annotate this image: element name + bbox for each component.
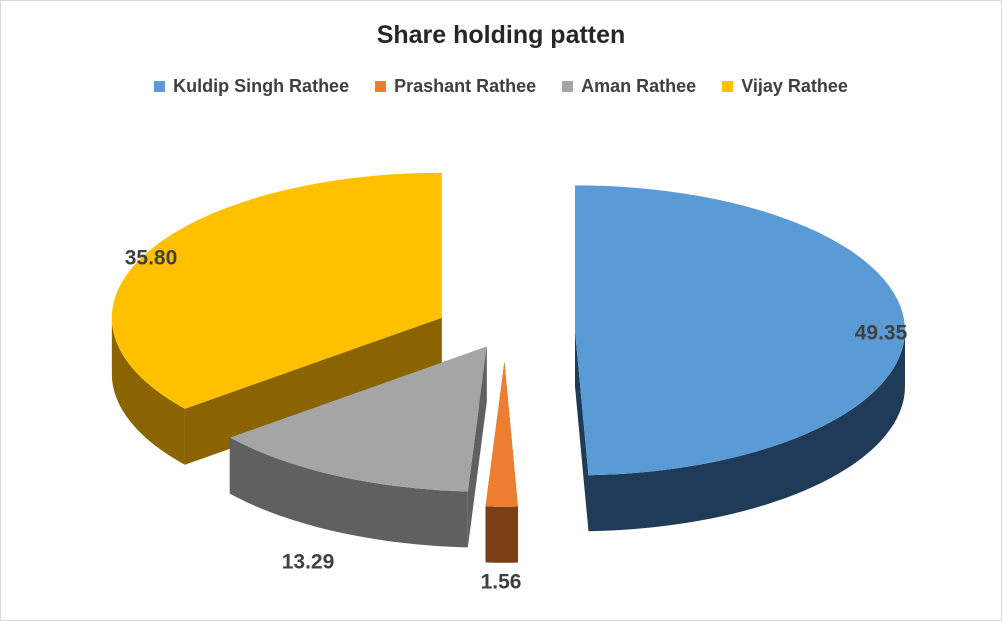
legend-label-prashant: Prashant Rathee <box>394 76 537 96</box>
legend: Kuldip Singh Rathee Prashant Rathee Aman… <box>1 76 1001 97</box>
legend-swatch-vijay <box>722 81 734 92</box>
slice-wall-end-kuldip-singh-rathee <box>574 330 589 532</box>
data-label-prashant-rathee: 1.56 <box>481 571 522 594</box>
legend-item-kuldip: Kuldip Singh Rathee <box>154 76 349 97</box>
data-label-aman-rathee: 13.29 <box>282 551 335 574</box>
legend-label-aman: Aman Rathee <box>581 76 697 96</box>
slice-vijay-rathee <box>111 172 442 465</box>
legend-item-prashant: Prashant Rathee <box>375 76 536 97</box>
slice-rim-vijay-rathee <box>111 317 185 465</box>
slice-top-vijay-rathee <box>111 172 442 409</box>
data-label-vijay-rathee: 35.80 <box>125 247 178 270</box>
slice-rim-prashant-rathee <box>485 506 518 563</box>
slice-top-aman-rathee <box>229 346 487 492</box>
legend-swatch-aman <box>562 81 574 92</box>
slice-top-kuldip-singh-rathee <box>574 185 905 476</box>
slice-prashant-rathee <box>485 361 518 563</box>
data-label-kuldip-singh-rathee: 49.35 <box>855 322 908 345</box>
chart-title: Share holding patten <box>376 21 626 49</box>
legend-item-vijay: Vijay Rathee <box>722 76 848 97</box>
legend-label-kuldip: Kuldip Singh Rathee <box>173 76 350 96</box>
legend-label-vijay: Vijay Rathee <box>741 76 848 96</box>
legend-swatch-prashant <box>375 81 387 92</box>
slice-aman-rathee <box>229 346 487 548</box>
slice-rim-aman-rathee <box>229 437 468 548</box>
slice-wall-start-vijay-rathee <box>184 317 442 465</box>
slice-kuldip-singh-rathee <box>574 185 905 532</box>
slice-rim-kuldip-singh-rathee <box>588 330 905 532</box>
legend-swatch-kuldip <box>154 81 166 92</box>
legend-item-aman: Aman Rathee <box>562 76 696 97</box>
slice-top-prashant-rathee <box>485 361 518 507</box>
